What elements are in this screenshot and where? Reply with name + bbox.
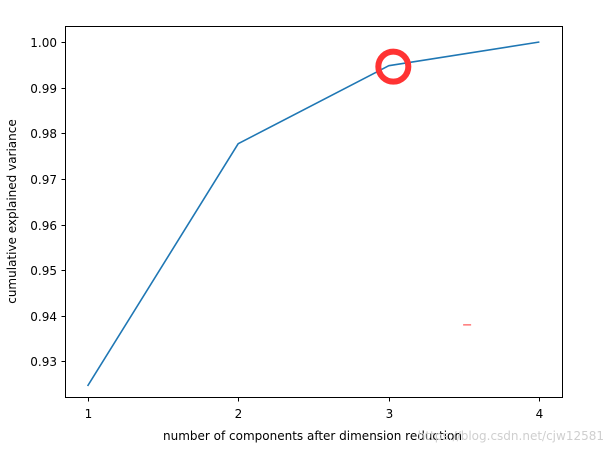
x-axis-ticks: 1 2 3 4 — [85, 397, 544, 421]
data-series — [86, 41, 540, 387]
y-axis-ticks: 0.93 0.94 0.95 0.96 0.97 0.98 0.99 1.00 — [30, 36, 66, 369]
x-tick-label: 1 — [85, 407, 93, 421]
y-tick-label: 0.96 — [30, 219, 57, 233]
y-tick-label: 0.98 — [30, 127, 57, 141]
y-tick-label: 0.99 — [30, 82, 57, 96]
x-tick-label: 2 — [235, 407, 243, 421]
plot-area-frame — [65, 26, 563, 398]
y-tick-label: 0.93 — [30, 355, 57, 369]
y-tick-label: 0.95 — [30, 264, 57, 278]
highlight-circle — [375, 48, 412, 85]
x-axis-label: number of components after dimension red… — [163, 429, 462, 443]
y-axis-label: cumulative explained variance — [5, 119, 19, 304]
y-tick-label: 1.00 — [30, 36, 57, 50]
annotations — [375, 48, 472, 326]
series-line — [86, 41, 540, 387]
y-tick-label: 0.94 — [30, 310, 57, 324]
x-tick-label: 3 — [386, 407, 394, 421]
y-tick-label: 0.97 — [30, 173, 57, 187]
watermark-text: https://blog.csdn.net/cjw12581 — [418, 429, 604, 443]
x-tick-label: 4 — [536, 407, 544, 421]
